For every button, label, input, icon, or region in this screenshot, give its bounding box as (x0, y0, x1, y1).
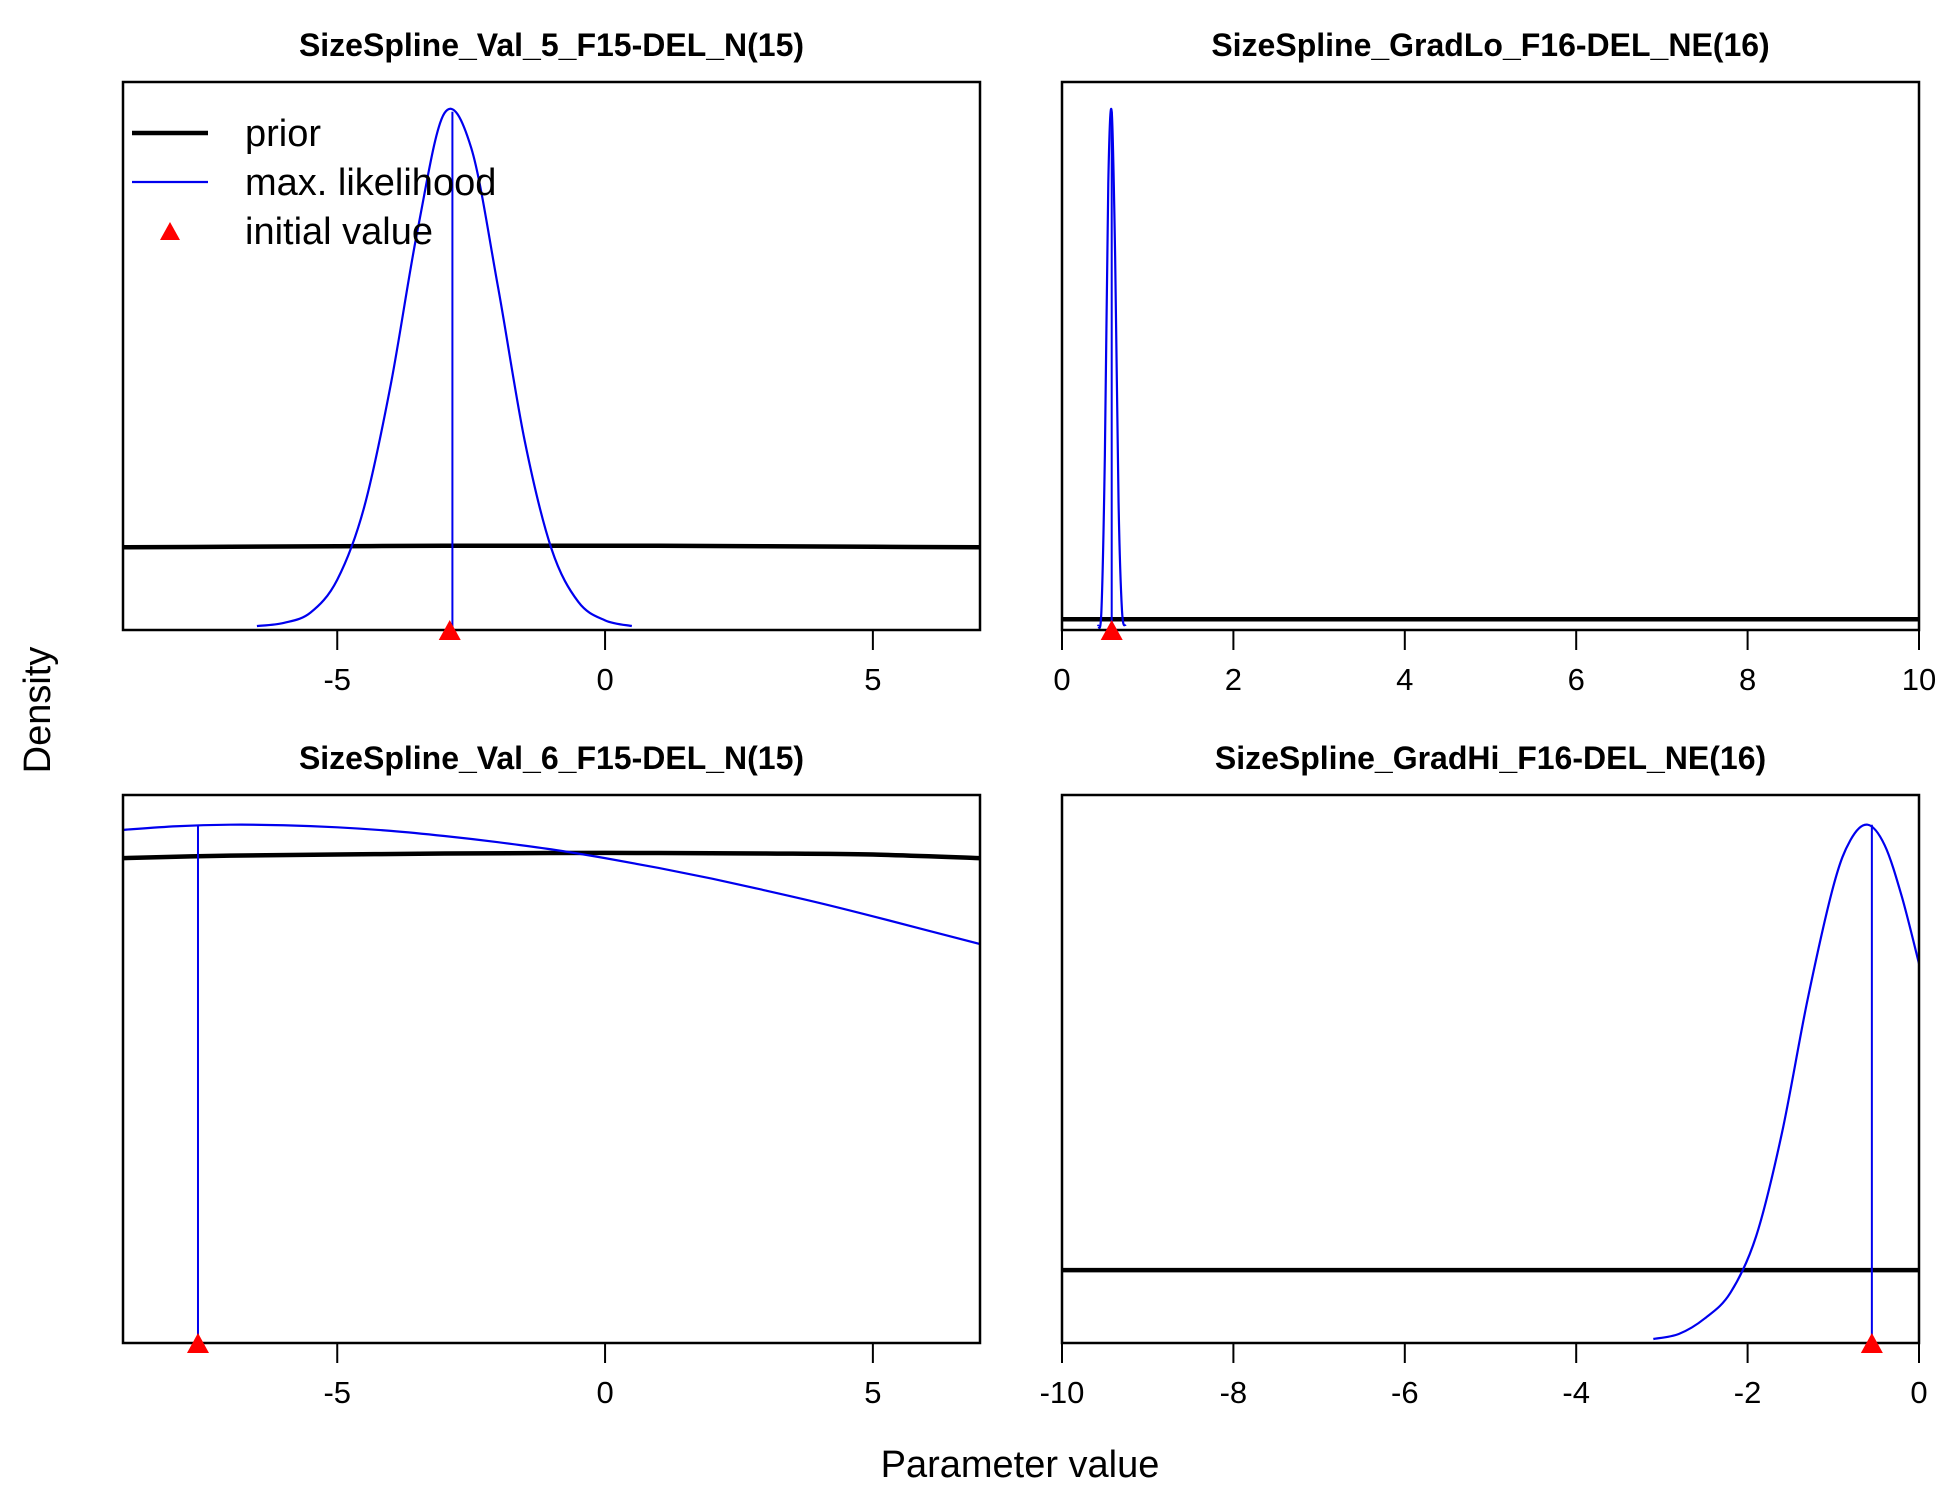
legend-label: max. likelihood (245, 162, 496, 204)
plot-area (123, 107, 980, 630)
x-tick-label: 10 (1902, 662, 1936, 697)
y-axis-title: Density (17, 647, 59, 774)
panel-3: SizeSpline_Val_6_F15-DEL_N(15) -5 0 5 (121, 740, 982, 1410)
panel-frame (121, 793, 982, 1345)
plot-area (1062, 823, 1919, 1343)
plot-area (123, 823, 980, 1343)
likelihood-density-line (256, 107, 633, 628)
legend-item-1: max. likelihood (132, 162, 496, 204)
panel-title: SizeSpline_Val_6_F15-DEL_N(15) (299, 740, 804, 776)
panel-title: SizeSpline_GradHi_F16-DEL_NE(16) (1215, 740, 1766, 776)
legend-label: prior (245, 113, 321, 155)
panel-4: SizeSpline_GradHi_F16-DEL_NE(16) -10 -8 -6 -… (1040, 740, 1928, 1410)
x-tick-label: -2 (1734, 1375, 1762, 1410)
x-tick-label: 2 (1225, 662, 1242, 697)
x-tick-label: 8 (1739, 662, 1756, 697)
legend-swatch-triangle (160, 222, 180, 240)
x-tick-label: -4 (1562, 1375, 1590, 1410)
panel-title: SizeSpline_GradLo_F16-DEL_NE(16) (1211, 27, 1769, 63)
panels-group: SizeSpline_Val_5_F15-DEL_N(15)-5 0 5SizeSp… (121, 27, 1936, 1410)
x-tick-label: 0 (1910, 1375, 1927, 1410)
panel-frame (121, 80, 982, 632)
x-axis-title: Parameter value (881, 1444, 1160, 1486)
legend: prior max. likelihood initial value (132, 113, 496, 253)
legend-item-2: initial value (160, 211, 433, 253)
x-tick-label: 6 (1568, 662, 1585, 697)
likelihood-density-line (1096, 107, 1127, 630)
likelihood-density-line (123, 823, 980, 946)
legend-item-0: prior (132, 113, 321, 155)
initial-value-marker (1860, 1333, 1883, 1353)
panel-frame (1060, 80, 1921, 632)
panel-frame (1060, 793, 1921, 1345)
x-tick-label: -10 (1040, 1375, 1085, 1410)
panel-2: SizeSpline_GradLo_F16-DEL_NE(16) 0 2 4 6 8 10 (1053, 27, 1936, 697)
x-tick-label: 5 (864, 1375, 881, 1410)
x-tick-label: -5 (323, 662, 351, 697)
initial-value-marker (438, 620, 461, 640)
x-tick-label: -5 (323, 1375, 351, 1410)
x-tick-label: -8 (1220, 1375, 1248, 1410)
prior-density-line (123, 850, 980, 861)
x-tick-label: -6 (1391, 1375, 1419, 1410)
x-tick-label: 4 (1396, 662, 1413, 697)
legend-label: initial value (245, 211, 433, 253)
x-tick-label: 0 (596, 662, 613, 697)
plot-area (1062, 107, 1919, 630)
panel-1: SizeSpline_Val_5_F15-DEL_N(15) -5 0 5 (121, 27, 982, 697)
x-tick-label: 5 (864, 662, 881, 697)
x-tick-label: 0 (596, 1375, 613, 1410)
x-tick-label: 0 (1053, 662, 1070, 697)
initial-value-marker (186, 1333, 209, 1353)
panel-title: SizeSpline_Val_5_F15-DEL_N(15) (299, 27, 804, 63)
likelihood-density-line (1653, 823, 1919, 1341)
initial-value-marker (1100, 620, 1123, 640)
